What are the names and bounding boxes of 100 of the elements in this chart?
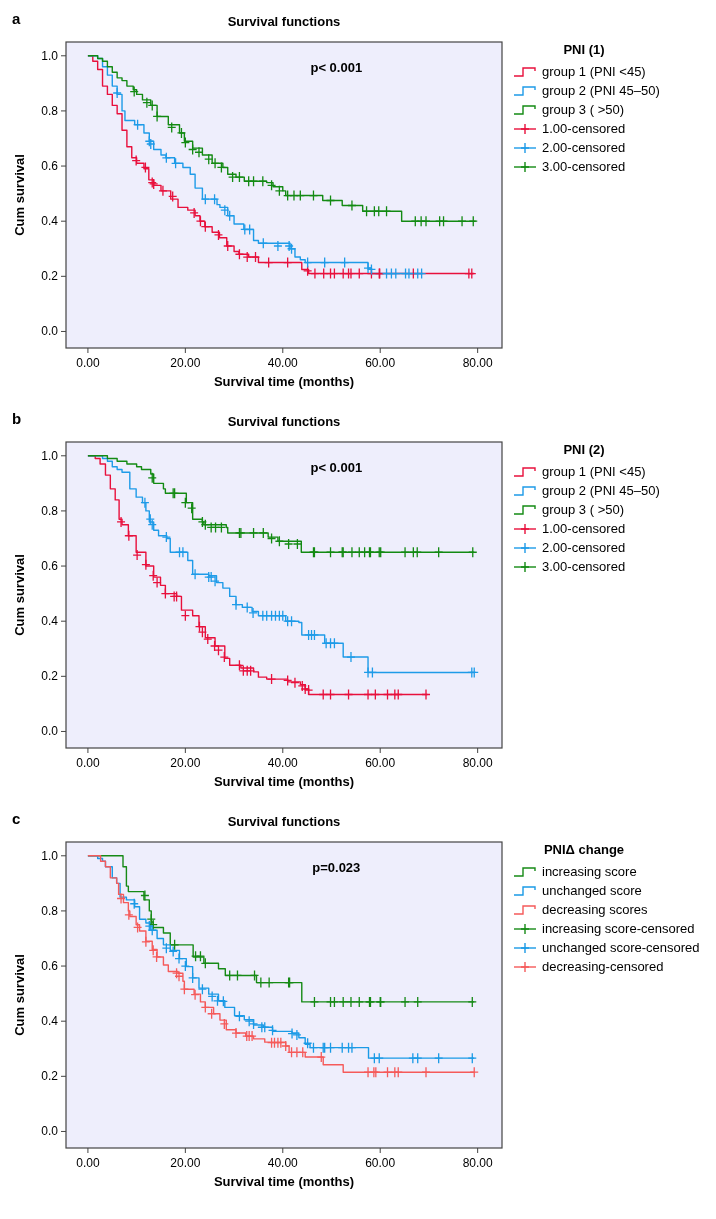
point — [346, 651, 356, 663]
point — [374, 1052, 384, 1064]
point — [413, 1052, 423, 1064]
legend-label: decreasing scores — [542, 902, 648, 917]
point — [273, 240, 283, 252]
legend-label: unchanged score-censored — [542, 940, 700, 955]
point — [264, 976, 274, 989]
y-tick-label: 0.8 — [41, 903, 59, 918]
chart-title: Survival functions — [227, 14, 341, 29]
annotation: p< 0.001 — [310, 460, 363, 475]
chart-title: Survival functions — [227, 414, 341, 429]
x-axis-title: Survival time (months) — [213, 374, 355, 389]
y-tick-label: 1.0 — [41, 448, 59, 463]
x-tick-label: 40.00 — [267, 356, 299, 370]
x-tick-label: 80.00 — [462, 1156, 493, 1170]
point — [231, 1027, 241, 1039]
text: a — [12, 10, 21, 27]
legend-label: decreasing-censored — [542, 959, 664, 974]
y-axis-title: Cum survival — [12, 554, 27, 636]
point — [116, 516, 126, 528]
point — [292, 1046, 302, 1058]
legend-label: 1.00-censored — [542, 521, 626, 536]
legend-title: PNI (1) — [563, 42, 605, 57]
point — [223, 240, 233, 252]
point — [141, 559, 151, 571]
x-tick-label: 0.00 — [76, 356, 100, 370]
x-tick-label: 60.00 — [365, 356, 396, 370]
y-tick-label: 0.4 — [41, 214, 59, 229]
legend-label: group 1 (PNI <45) — [542, 64, 646, 79]
x-tick-label: 20.00 — [170, 756, 201, 770]
point — [283, 538, 294, 550]
y-tick-label: 0.8 — [41, 503, 59, 518]
x-tick-label: 80.00 — [462, 756, 493, 770]
point — [363, 688, 373, 701]
text: b — [12, 410, 22, 427]
x-tick-label: 80.00 — [462, 356, 493, 370]
point — [346, 996, 356, 1008]
y-tick-label: 0.6 — [41, 559, 59, 574]
point — [248, 1018, 259, 1030]
point — [209, 193, 220, 205]
y-axis-title: Cum survival — [12, 954, 27, 1036]
legend-label: group 2 (PNI 45–50) — [542, 83, 660, 98]
legend-label: unchanged score — [542, 883, 642, 898]
point — [189, 207, 199, 219]
point — [274, 185, 285, 197]
point — [287, 1027, 297, 1040]
point — [250, 251, 261, 263]
legend-label: group 3 ( >50) — [542, 102, 625, 117]
point — [242, 251, 252, 263]
point — [140, 497, 150, 509]
point — [290, 677, 300, 689]
point — [131, 154, 141, 167]
point — [413, 996, 423, 1008]
point — [176, 127, 187, 139]
legend-title: PNIΔ change — [543, 842, 625, 857]
x-tick-label: 0.00 — [76, 756, 100, 770]
point — [116, 892, 126, 905]
point — [161, 531, 171, 543]
y-tick-label: 0.6 — [41, 159, 59, 174]
y-tick-label: 0.4 — [41, 614, 59, 629]
x-axis-title: Survival time (months) — [213, 774, 355, 789]
y-tick-label: 0.0 — [41, 724, 59, 739]
point — [213, 229, 224, 241]
legend-label: group 2 (PNI 45–50) — [542, 483, 660, 498]
point — [188, 972, 198, 984]
annotation: p< 0.001 — [310, 60, 363, 75]
point — [112, 87, 122, 99]
y-tick-label: 0.6 — [41, 959, 59, 974]
point — [258, 527, 268, 539]
point — [266, 673, 277, 685]
point — [231, 599, 241, 611]
y-tick-label: 1.0 — [41, 48, 59, 63]
x-tick-label: 20.00 — [170, 356, 201, 370]
legend-label: 1.00-censored — [542, 121, 626, 136]
x-tick-label: 40.00 — [267, 756, 299, 770]
point — [190, 989, 200, 1001]
point — [158, 185, 168, 197]
x-tick-label: 0.00 — [76, 1156, 100, 1170]
point — [338, 996, 348, 1008]
legend-label: 2.00-censored — [542, 140, 626, 155]
point — [248, 527, 259, 539]
point — [467, 996, 477, 1008]
x-tick-label: 60.00 — [365, 756, 396, 770]
y-tick-label: 0.2 — [41, 669, 59, 684]
point — [354, 996, 364, 1008]
x-axis-title: Survival time (months) — [213, 1174, 355, 1189]
y-axis-title: Cum survival — [12, 154, 27, 236]
point — [152, 110, 162, 123]
x-tick-label: 40.00 — [267, 1156, 299, 1170]
point — [234, 171, 245, 183]
point — [316, 1051, 326, 1063]
legend-label: 2.00-censored — [542, 540, 626, 555]
y-tick-label: 0.4 — [41, 1014, 59, 1029]
point — [292, 1029, 302, 1041]
point — [219, 1018, 229, 1030]
point — [190, 568, 200, 580]
y-tick-label: 0.0 — [41, 324, 59, 339]
legend-label: increasing score — [542, 864, 637, 879]
x-tick-label: 20.00 — [170, 1156, 201, 1170]
legend-label: increasing score-censored — [542, 921, 695, 936]
